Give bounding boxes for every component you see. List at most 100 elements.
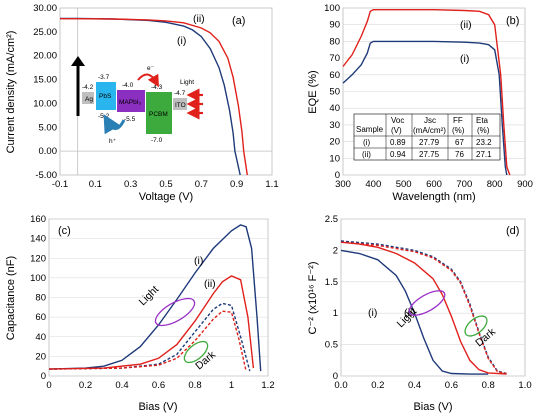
perovskite-label: MAPbI₃ (119, 99, 142, 106)
table-row-ii-ff: 76 (455, 150, 464, 159)
x-tick-label: 0.2 (79, 380, 92, 391)
table-row-i-jsc: 27.79 (419, 138, 440, 147)
y-tick-label: 70 (329, 53, 340, 64)
y-tick-label: 160 (30, 214, 46, 225)
panel-c-label-i: (i) (194, 255, 203, 267)
light-label: Light (180, 79, 194, 86)
x-tick-label: 1.2 (261, 380, 274, 391)
table-row-i-voc: 0.89 (390, 138, 406, 147)
ag-label: Ag (85, 96, 93, 103)
panel-a: -5.00 0.00 5.00 10.00 15.00 20.00 25.00 30.00 -0… (5, 3, 279, 203)
panel-a-ylabel: Current density (mA/cm²) (5, 31, 17, 154)
y-tick-label: 140 (30, 234, 46, 245)
y-tick-label: 100 (324, 3, 340, 14)
ag-level: -4.2 (82, 84, 94, 91)
x-tick-label: 400 (365, 179, 381, 190)
series-line-ii-dark (340, 241, 507, 375)
y-tick-label: 40 (329, 103, 340, 114)
ito-level: -4.7 (174, 90, 186, 97)
x-tick-label: 0.6 (445, 380, 458, 391)
table-header-ff-unit: (%) (452, 126, 465, 135)
y-tick-label: 10 (329, 153, 340, 164)
panel-b: 0 10 20 30 40 50 60 70 80 90 100 300 400 500 600 700 800… (307, 3, 533, 203)
x-tick-label: 0.0 (334, 380, 347, 391)
series-line-ii (342, 9, 511, 176)
x-tick-label: 600 (426, 179, 442, 190)
panel-c-light: Light (137, 283, 162, 308)
table-header-eta-unit: (%) (477, 126, 490, 135)
panel-c-xlabel: Bias (V) (138, 401, 177, 413)
table-header-ff: FF (453, 116, 463, 125)
y-tick-label: 100 (30, 273, 46, 284)
panel-a-label-i: (i) (177, 35, 186, 47)
band-diagram-inset: Ag -4.2 PbS -3.7 -5.2 MAPbI₃ -4.0 -5.5 P… (71, 56, 203, 145)
series-line-ii (60, 18, 248, 176)
x-tick-label: 0.6 (152, 380, 165, 391)
x-tick-label: 500 (396, 179, 412, 190)
y-tick-label: 0.5 (325, 340, 338, 351)
panel-a-label-ii: (ii) (193, 13, 205, 25)
x-tick-label: 1.0 (518, 380, 531, 391)
table-row-i-ff: 67 (455, 138, 464, 147)
series-line-ii-dark (48, 310, 247, 372)
hole-label: h⁺ (109, 138, 117, 145)
table-row-ii-jsc: 27.75 (419, 150, 440, 159)
perovskite-bottom-level: -5.5 (124, 116, 136, 123)
y-tick-label: 20 (35, 351, 46, 362)
ito-layer (173, 98, 187, 110)
x-tick-label: 0.2 (371, 380, 384, 391)
pcbm-top-level: -4.3 (151, 84, 163, 91)
panel-d-xlabel: Bias (V) (413, 401, 452, 413)
y-tick-label: 5.00 (39, 122, 58, 133)
x-tick-label: 0.8 (188, 380, 201, 391)
x-tick-label: 800 (487, 179, 503, 190)
y-tick-label: 2.5 (325, 214, 338, 225)
x-tick-label: 0.8 (482, 380, 495, 391)
y-tick-label: 0 (335, 170, 340, 181)
pcbm-layer (146, 92, 172, 134)
perovskite-layer (117, 90, 145, 112)
y-tick-label: 20.00 (33, 51, 57, 62)
pbs-label: PbS (99, 93, 112, 100)
x-tick-label: 1.1 (265, 179, 278, 190)
pbs-top-level: -3.7 (98, 74, 110, 81)
x-tick-label: 0.7 (195, 179, 208, 190)
y-tick-label: 120 (30, 253, 46, 264)
panel-c-label-ii: (ii) (204, 278, 216, 290)
panel-a-xlabel: Voltage (V) (139, 191, 193, 203)
panel-d-letter: (d) (506, 225, 519, 237)
series-line-i (342, 40, 508, 176)
table-row-i-sample: (i) (363, 138, 370, 147)
y-tick-label: 0 (333, 371, 338, 382)
x-tick-label: 0.5 (159, 179, 172, 190)
series-line-i-dark (340, 240, 507, 375)
pcbm-label: PCBM (149, 111, 168, 118)
panel-b-label-ii: (ii) (460, 19, 472, 31)
y-tick-label: 80 (35, 293, 46, 304)
series-line-ii (48, 275, 255, 370)
table-header-eta: Eta (476, 116, 489, 125)
y-tick-label: 60 (35, 312, 46, 323)
x-tick-label: -0.1 (52, 179, 68, 190)
x-tick-label: 0.4 (115, 380, 128, 391)
pbs-bottom-level: -5.2 (98, 113, 110, 120)
y-tick-label: 90 (329, 20, 340, 31)
panel-b-ylabel: EQE (%) (307, 70, 319, 113)
table-row-ii-voc: 0.94 (390, 150, 406, 159)
y-tick-label: 1.5 (325, 277, 338, 288)
y-tick-label: 15.00 (33, 75, 57, 86)
y-tick-label: 10.00 (33, 98, 57, 109)
panel-a-letter: (a) (232, 15, 245, 27)
panel-b-label-i: (i) (460, 53, 469, 65)
y-tick-label: 60 (329, 70, 340, 81)
x-tick-label: 700 (456, 179, 472, 190)
x-tick-label: 0.4 (408, 380, 421, 391)
pv-parameter-table: Sample Voc (V) Jsc (mA/cm²) FF (%) Eta (… (353, 113, 501, 161)
panel-d: 00.511.522.50.0 0.2 0.4 0.6 0.8 1.0 (d) (i) (… (307, 214, 532, 413)
panel-b-xlabel: Wavelength (nm) (392, 191, 475, 203)
y-tick-label: 30.00 (33, 3, 57, 14)
y-tick-label: 0.00 (39, 146, 58, 157)
y-tick-label: 1 (333, 308, 338, 319)
table-header-voc-unit: (V) (391, 126, 402, 135)
